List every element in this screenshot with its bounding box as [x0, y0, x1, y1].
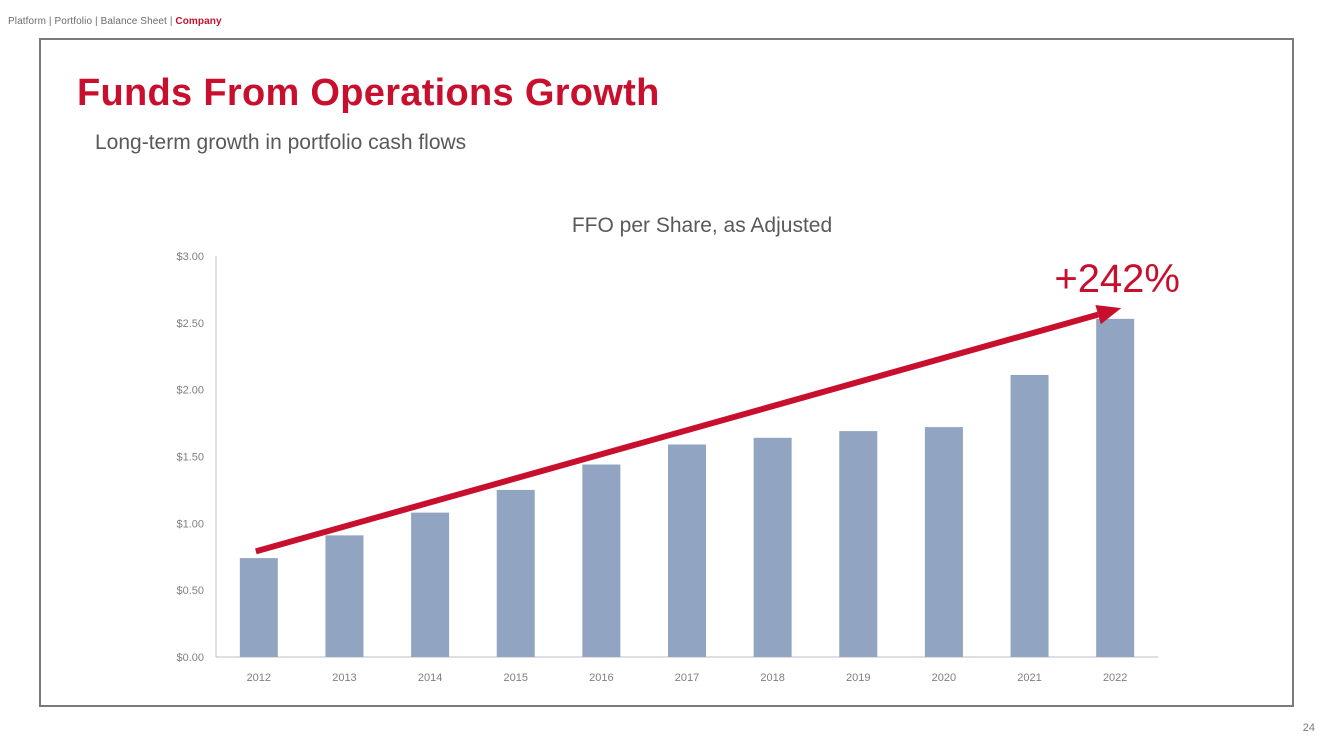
y-tick-label: $1.50	[176, 452, 204, 464]
breadcrumb-item-platform[interactable]: Platform	[8, 16, 47, 27]
x-tick-label: 2017	[675, 672, 699, 684]
page-title: Funds From Operations Growth	[77, 72, 660, 114]
growth-arrow-head	[1095, 304, 1122, 325]
breadcrumb-separator: |	[166, 16, 176, 27]
bar-2017	[668, 444, 706, 657]
y-tick-label: $0.50	[176, 585, 204, 597]
slide-number: 24	[1302, 722, 1315, 734]
x-tick-label: 2014	[418, 672, 442, 684]
y-tick-label: $3.00	[176, 251, 204, 263]
bar-2020	[924, 427, 963, 657]
bar-2013	[325, 535, 364, 657]
x-tick-label: 2016	[589, 672, 613, 684]
breadcrumb-separator: |	[46, 16, 55, 27]
bar-2018	[753, 437, 792, 657]
breadcrumb-item-balance-sheet[interactable]: Balance Sheet	[100, 16, 167, 27]
x-tick-label: 2022	[1103, 672, 1127, 684]
chart-title: FFO per Share, as Adjusted	[572, 214, 832, 237]
x-tick-label: 2015	[503, 672, 527, 684]
y-tick-label: $0.00	[176, 652, 204, 664]
y-tick-label: $1.00	[176, 518, 204, 530]
bar-2015	[496, 489, 535, 657]
growth-annotation: +242%	[1054, 257, 1180, 301]
y-tick-label: $2.50	[176, 318, 204, 330]
x-tick-label: 2018	[760, 672, 784, 684]
breadcrumb-separator: |	[92, 16, 101, 27]
x-tick-label: 2020	[932, 672, 956, 684]
breadcrumb: Platform | Portfolio | Balance Sheet | C…	[8, 16, 222, 27]
x-tick-label: 2012	[247, 672, 271, 684]
slide-frame	[39, 38, 1294, 707]
x-tick-label: 2013	[332, 672, 356, 684]
bar-2019	[839, 431, 878, 657]
bar-2014	[411, 512, 450, 657]
page-subtitle: Long-term growth in portfolio cash flows	[95, 131, 467, 154]
bar-2021	[1010, 374, 1049, 657]
growth-arrow-line	[255, 311, 1099, 555]
y-tick-label: $2.00	[176, 385, 204, 397]
breadcrumb-item-portfolio[interactable]: Portfolio	[54, 16, 93, 27]
breadcrumb-item-company[interactable]: Company	[175, 16, 222, 27]
bar-2012	[239, 558, 278, 657]
x-tick-label: 2019	[846, 672, 870, 684]
bar-2022	[1096, 318, 1135, 657]
bar-2016	[582, 464, 621, 657]
x-tick-label: 2021	[1017, 672, 1041, 684]
